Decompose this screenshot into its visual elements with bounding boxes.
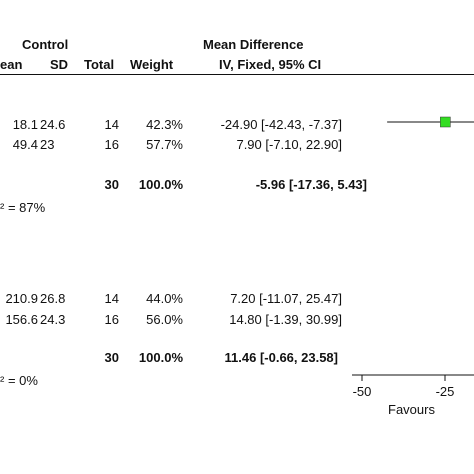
table-row-weight: 44.0%	[146, 291, 183, 306]
table-row-total: 14	[104, 117, 119, 132]
mean-difference-header: Mean Difference	[203, 37, 304, 52]
mean-column-header: ean	[0, 57, 23, 72]
table-row-ci: -24.90 [-42.43, -7.37]	[220, 117, 342, 132]
table-row-total: 16	[104, 137, 119, 152]
subtotal-ci: -5.96 [-17.36, 5.43]	[255, 177, 367, 192]
top-border	[0, 0, 474, 4]
subtotal-ci: 11.46 [-0.66, 23.58]	[224, 350, 338, 365]
heterogeneity-text: ² = 0%	[0, 373, 38, 388]
table-row-sd: 26.8	[40, 291, 66, 306]
x-axis-tick-label: -25	[436, 384, 455, 399]
table-row-ci: 7.90 [-7.10, 22.90]	[236, 137, 342, 152]
table-row-mean: 49.4	[12, 137, 38, 152]
sd-column-header: SD	[50, 57, 69, 72]
subtotal-weight: 100.0%	[138, 350, 183, 365]
subtotal-total: 30	[104, 177, 119, 192]
table-row-sd: 24.3	[40, 312, 66, 327]
x-axis-tick-label: -50	[353, 384, 372, 399]
table-row-weight: 56.0%	[146, 312, 183, 327]
weight-column-header: Weight	[130, 57, 174, 72]
table-row-weight: 42.3%	[146, 117, 183, 132]
study-effect-marker	[440, 116, 451, 128]
table-row-weight: 57.7%	[146, 137, 183, 152]
table-row-ci: 14.80 [-1.39, 30.99]	[229, 312, 342, 327]
heterogeneity-text: ² = 87%	[0, 200, 46, 215]
table-row-mean: 156.6	[5, 312, 38, 327]
subtotal-total: 30	[104, 350, 119, 365]
table-row-mean: 210.9	[5, 291, 38, 306]
md-method-header: IV, Fixed, 95% CI	[219, 57, 322, 72]
total-column-header: Total	[84, 57, 115, 72]
table-row-ci: 7.20 [-11.07, 25.47]	[230, 291, 342, 306]
table-row-sd: 23	[40, 137, 55, 152]
header-rule	[0, 74, 474, 75]
control-group-header: Control	[22, 37, 69, 52]
table-row-total: 14	[104, 291, 119, 306]
table-row-mean: 18.1	[12, 117, 38, 132]
favours-label: Favours	[388, 402, 435, 417]
table-row-total: 16	[104, 312, 119, 327]
subtotal-weight: 100.0%	[138, 177, 183, 192]
table-row-sd: 24.6	[40, 117, 66, 132]
